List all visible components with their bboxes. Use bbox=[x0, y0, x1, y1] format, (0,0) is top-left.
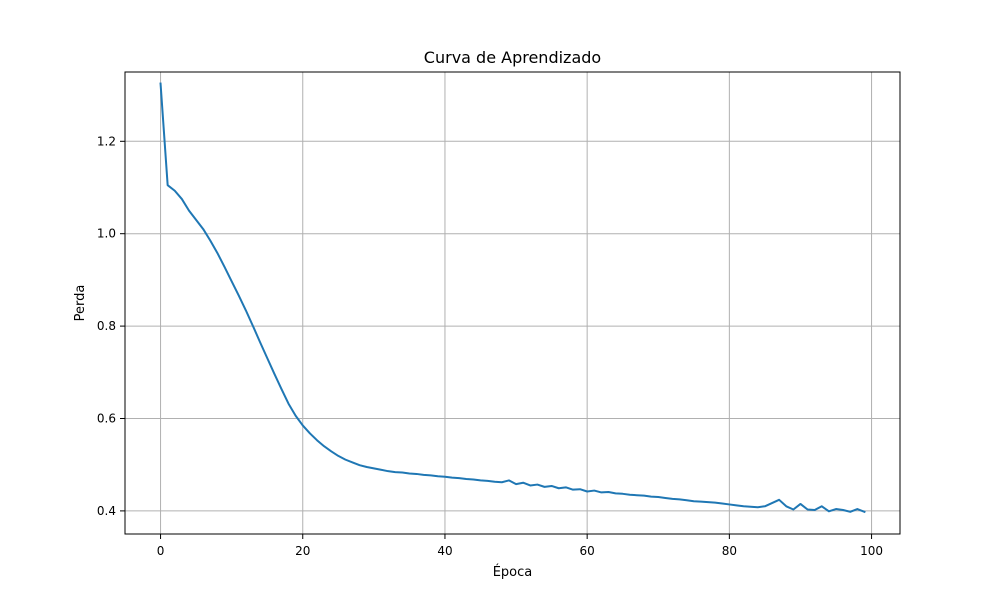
y-tick-label: 1.2 bbox=[97, 134, 116, 148]
y-axis-label: Perda bbox=[73, 285, 88, 322]
axes-frame bbox=[124, 71, 901, 535]
plot-area bbox=[125, 72, 900, 534]
x-axis-label: Época bbox=[493, 564, 533, 580]
x-tick-label: 60 bbox=[580, 544, 595, 558]
y-tick-label: 0.4 bbox=[97, 504, 116, 518]
grid-lines bbox=[125, 72, 900, 534]
y-tick-label: 0.6 bbox=[97, 412, 116, 426]
x-tick-label: 100 bbox=[860, 544, 883, 558]
series-layer bbox=[159, 82, 866, 514]
y-tick-label: 0.8 bbox=[97, 319, 116, 333]
chart-title: Curva de Aprendizado bbox=[424, 48, 601, 67]
x-tick-label: 0 bbox=[157, 544, 165, 558]
loss-series-line bbox=[159, 82, 866, 514]
y-tick-label: 1.0 bbox=[97, 227, 116, 241]
x-tick-label: 40 bbox=[437, 544, 452, 558]
x-tick-label: 20 bbox=[295, 544, 310, 558]
ticks: 0 20 40 60 80 100 0.4 0.6 0.8 1.0 1.2 bbox=[97, 134, 883, 558]
x-tick-label: 80 bbox=[722, 544, 737, 558]
